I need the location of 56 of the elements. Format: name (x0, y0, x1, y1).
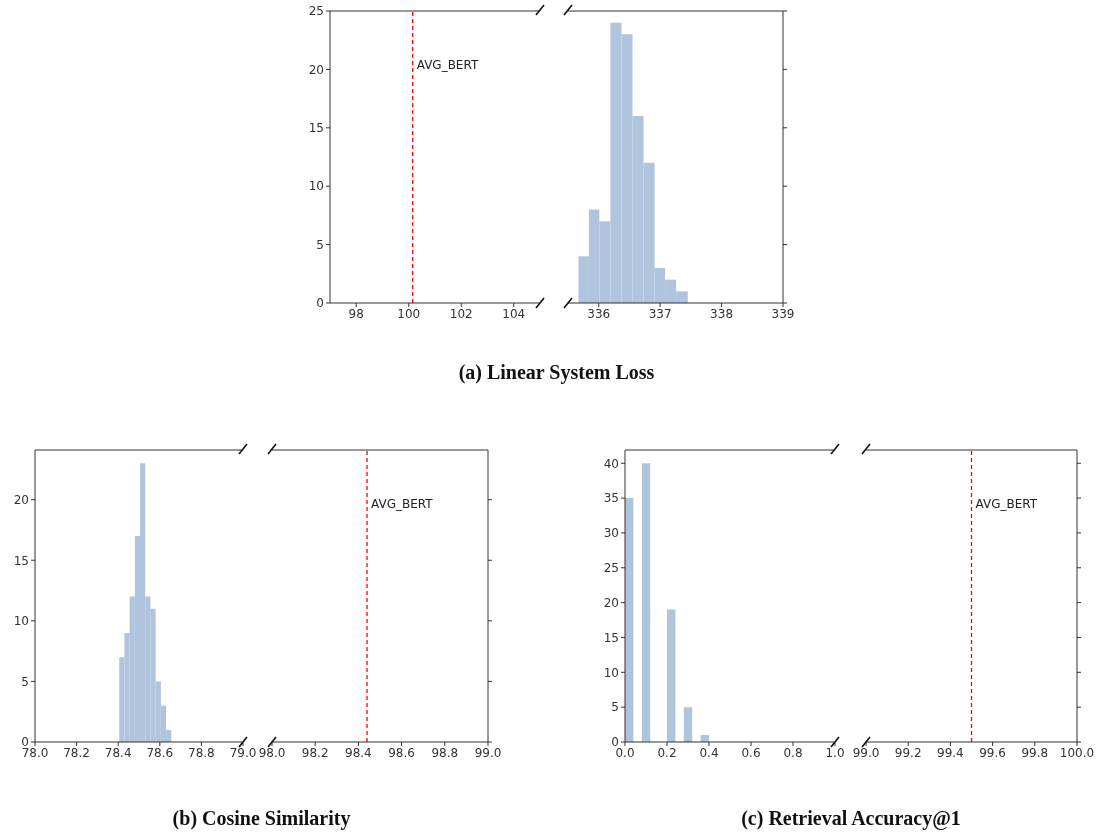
x-tick-label: 98.8 (431, 745, 459, 760)
x-tick-label: 0.0 (615, 745, 635, 760)
x-tick-label: 98 (348, 306, 364, 321)
y-tick-label: 5 (611, 700, 619, 715)
x-tick-label: 98.0 (258, 745, 286, 760)
x-tick-label: 1.0 (825, 745, 845, 760)
x-tick-label: 337 (648, 306, 672, 321)
x-tick-label: 99.0 (474, 745, 502, 760)
y-tick-label: 35 (603, 491, 619, 506)
y-tick-label: 40 (603, 456, 619, 471)
text: (c) Retrieval Accuracy@1 (740, 807, 962, 830)
y-tick-label: 10 (308, 179, 324, 194)
x-tick-label: 78.8 (188, 745, 215, 760)
y-tick-label: 15 (603, 630, 619, 645)
x-tick-label: 339 (771, 306, 795, 321)
ref-line-label: AVG_BERT (371, 497, 434, 512)
y-tick-label: 20 (13, 492, 29, 507)
x-tick-label: 0.4 (699, 745, 719, 760)
text: (b) Cosine Similarity (171, 807, 352, 830)
y-tick-label: 5 (21, 674, 29, 689)
x-tick-label: 99.6 (979, 745, 1006, 760)
x-tick-label: 102 (449, 306, 473, 321)
y-tick-label: 25 (308, 4, 324, 19)
x-tick-label: 99.8 (1021, 745, 1049, 760)
x-tick-label: 78.6 (146, 745, 174, 760)
x-tick-label: 100 (397, 306, 421, 321)
y-tick-label: 10 (13, 614, 29, 629)
x-tick-label: 99.2 (894, 745, 922, 760)
y-tick-label: 20 (603, 595, 619, 610)
x-tick-label: 99.0 (852, 745, 880, 760)
y-tick-label: 10 (603, 665, 619, 680)
x-tick-label: 338 (710, 306, 734, 321)
x-tick-label: 78.0 (21, 745, 49, 760)
x-tick-label: 98.2 (301, 745, 329, 760)
y-tick-label: 15 (308, 121, 324, 136)
y-tick-label: 5 (316, 237, 324, 252)
x-tick-label: 104 (502, 306, 526, 321)
x-tick-label: 78.2 (63, 745, 90, 760)
y-tick-label: 25 (603, 561, 619, 576)
x-tick-label: 336 (587, 306, 611, 321)
y-tick-label: 20 (308, 62, 324, 77)
y-tick-label: 30 (603, 526, 619, 541)
x-tick-label: 0.8 (783, 745, 803, 760)
x-tick-label: 0.6 (741, 745, 761, 760)
x-tick-label: 78.4 (104, 745, 132, 760)
x-tick-label: 98.6 (388, 745, 415, 760)
x-tick-label: 0.2 (657, 745, 677, 760)
ref-line-label: AVG_BERT (975, 497, 1038, 512)
x-tick-label: 98.4 (345, 745, 372, 760)
y-tick-label: 0 (316, 296, 324, 311)
ref-line-label: AVG_BERT (416, 58, 479, 73)
x-tick-label: 79.0 (229, 745, 257, 760)
text: (a) Linear System Loss (457, 361, 656, 384)
x-tick-label: 99.4 (937, 745, 964, 760)
x-tick-label: 100.0 (1059, 745, 1095, 760)
y-tick-label: 15 (13, 553, 29, 568)
